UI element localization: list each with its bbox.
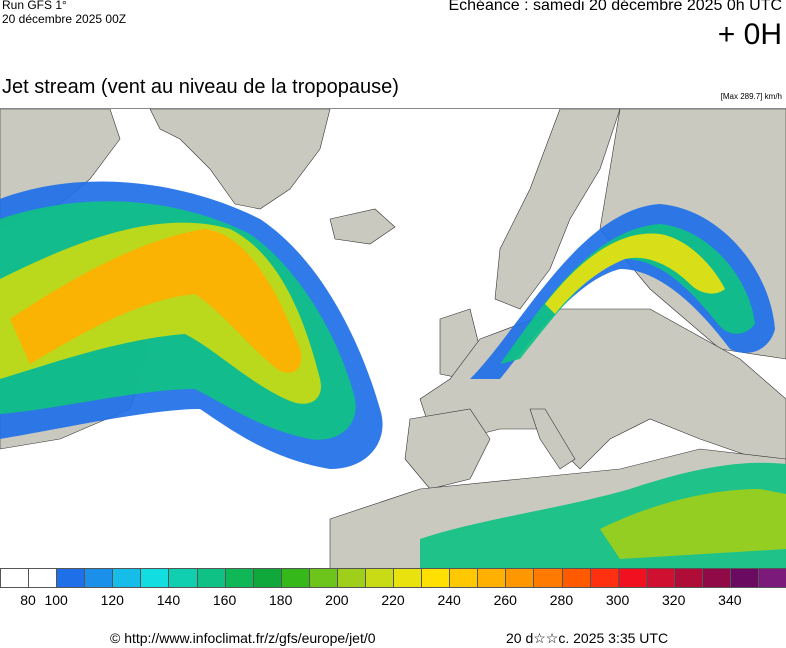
scandinavia — [494, 109, 621, 310]
forecast-validity: Echéance : samedi 20 décembre 2025 0h UT… — [448, 0, 782, 14]
legend-swatch — [336, 568, 367, 588]
legend-swatch — [56, 568, 86, 588]
legend-swatch — [224, 568, 254, 588]
african-jet-core — [600, 489, 786, 559]
legend-swatch — [673, 568, 703, 588]
legend-tick-label: 240 — [437, 592, 461, 608]
european-jet-core — [545, 233, 725, 314]
legend-tick-label: 100 — [44, 592, 68, 608]
legend-swatch — [533, 568, 563, 588]
legend-tick-label: 340 — [718, 592, 742, 608]
map-canvas — [0, 109, 786, 569]
atlantic-jet-core — [10, 229, 302, 373]
legend-swatch — [701, 568, 732, 588]
legend-tick-label: 280 — [549, 592, 574, 608]
legend-tick-label: 220 — [381, 592, 405, 608]
legend-ticks: 80 100 120 140 160 180 200 220 240 260 280 300 320 34… — [0, 592, 786, 610]
legend-swatch — [421, 568, 451, 588]
run-label: Run GFS 1° — [2, 0, 67, 12]
legend-swatch — [449, 568, 479, 588]
legend-swatch — [730, 568, 760, 588]
legend-swatch — [28, 568, 58, 588]
legend-tick-label: 80 — [20, 592, 36, 608]
legend-tick-label: 200 — [325, 592, 349, 608]
legend-swatch — [365, 568, 395, 588]
run-date: 20 décembre 2025 00Z — [2, 12, 127, 26]
max-value-label: [Max 289.7] km/h — [720, 92, 782, 101]
legend-swatch — [561, 568, 591, 588]
legend-swatch — [505, 568, 535, 588]
color-legend — [0, 568, 786, 590]
italy — [529, 408, 576, 470]
legend-tick-label: 160 — [212, 592, 237, 608]
legend-swatch — [0, 568, 30, 588]
legend-tick-label: 300 — [605, 592, 630, 608]
legend-swatch — [308, 568, 338, 588]
legend-tick-label: 140 — [156, 592, 181, 608]
legend-swatch — [84, 568, 114, 588]
forecast-offset: + 0H — [717, 18, 782, 51]
legend-tick-label: 260 — [493, 592, 517, 608]
legend-swatch — [252, 568, 282, 588]
map-title: Jet stream (vent au niveau de la tropopa… — [2, 76, 399, 98]
legend-tick-label: 320 — [662, 592, 686, 608]
legend-swatch — [758, 568, 786, 588]
footer-date: 20 d☆☆c. 2025 3:35 UTC — [506, 630, 669, 646]
legend-swatch — [645, 568, 675, 588]
legend-swatch — [617, 568, 647, 588]
legend-swatch — [393, 568, 423, 588]
iberia — [404, 408, 491, 490]
legend-tick-label: 180 — [269, 592, 293, 608]
legend-swatch — [477, 568, 507, 588]
iceland — [329, 208, 396, 245]
legend-swatch — [168, 568, 198, 588]
jet-stream-field — [0, 181, 786, 569]
legend-tick-label: 120 — [100, 592, 124, 608]
legend-swatch — [280, 568, 310, 588]
footer-url: © http://www.infoclimat.fr/z/gfs/europe/… — [110, 630, 376, 646]
legend-swatch — [196, 568, 226, 588]
greenland — [149, 109, 331, 210]
jet-stream-map — [0, 108, 786, 569]
legend-swatch — [140, 568, 170, 588]
legend-swatch — [112, 568, 142, 588]
legend-swatch — [589, 568, 619, 588]
